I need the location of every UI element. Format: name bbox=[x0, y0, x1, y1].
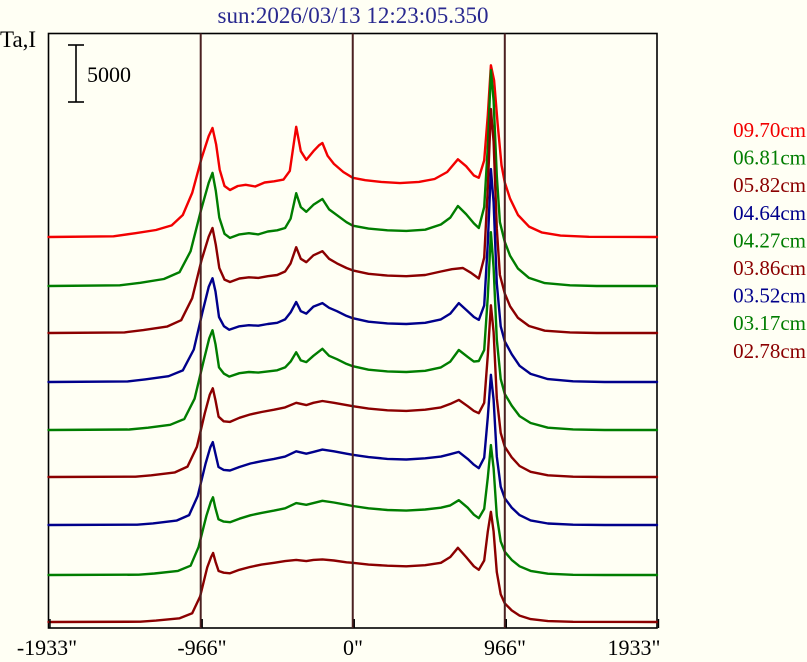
legend-entry-04.27cm: 04.27cm bbox=[733, 228, 806, 252]
scan-curves bbox=[47, 64, 659, 624]
x-axis-ticks bbox=[49, 619, 660, 628]
curve-09.70cm bbox=[47, 64, 659, 239]
curve-04.27cm bbox=[47, 231, 659, 432]
x-tick-label-966: 966" bbox=[484, 635, 526, 660]
x-tick-label--1933: -1933" bbox=[17, 635, 77, 660]
legend-entry-04.64cm: 04.64cm bbox=[733, 201, 806, 225]
x-tick-label--966: -966" bbox=[177, 635, 226, 660]
vertical-gridlines bbox=[199, 33, 506, 628]
curve-04.64cm bbox=[47, 167, 659, 384]
wavelength-legend: 09.70cm 06.81cm 05.82cm 04.64cm 04.27cm 03.86… bbox=[733, 118, 806, 363]
legend-entry-03.52cm: 03.52cm bbox=[733, 284, 806, 308]
y-axis-label: Ta,I bbox=[0, 27, 36, 52]
curve-06.81cm bbox=[47, 69, 659, 288]
legend-entry-02.78cm: 02.78cm bbox=[733, 339, 806, 363]
x-tick-label-0: 0" bbox=[343, 635, 363, 660]
legend-entry-06.81cm: 06.81cm bbox=[733, 146, 806, 170]
x-tick-label-1933: 1933" bbox=[608, 635, 661, 660]
curve-05.82cm bbox=[47, 107, 659, 335]
legend-entry-09.70cm: 09.70cm bbox=[733, 118, 806, 142]
chart-title: sun:2026/03/13 12:23:05.350 bbox=[218, 3, 489, 28]
scale-bar-label: 5000 bbox=[87, 62, 131, 87]
legend-entry-03.17cm: 03.17cm bbox=[733, 311, 806, 335]
legend-entry-05.82cm: 05.82cm bbox=[733, 173, 806, 197]
curve-02.78cm bbox=[47, 510, 659, 624]
legend-entry-03.86cm: 03.86cm bbox=[733, 256, 806, 280]
scale-bar: 5000 bbox=[68, 44, 131, 103]
x-axis-labels: -1933" -966" 0" 966" 1933" bbox=[17, 635, 661, 660]
